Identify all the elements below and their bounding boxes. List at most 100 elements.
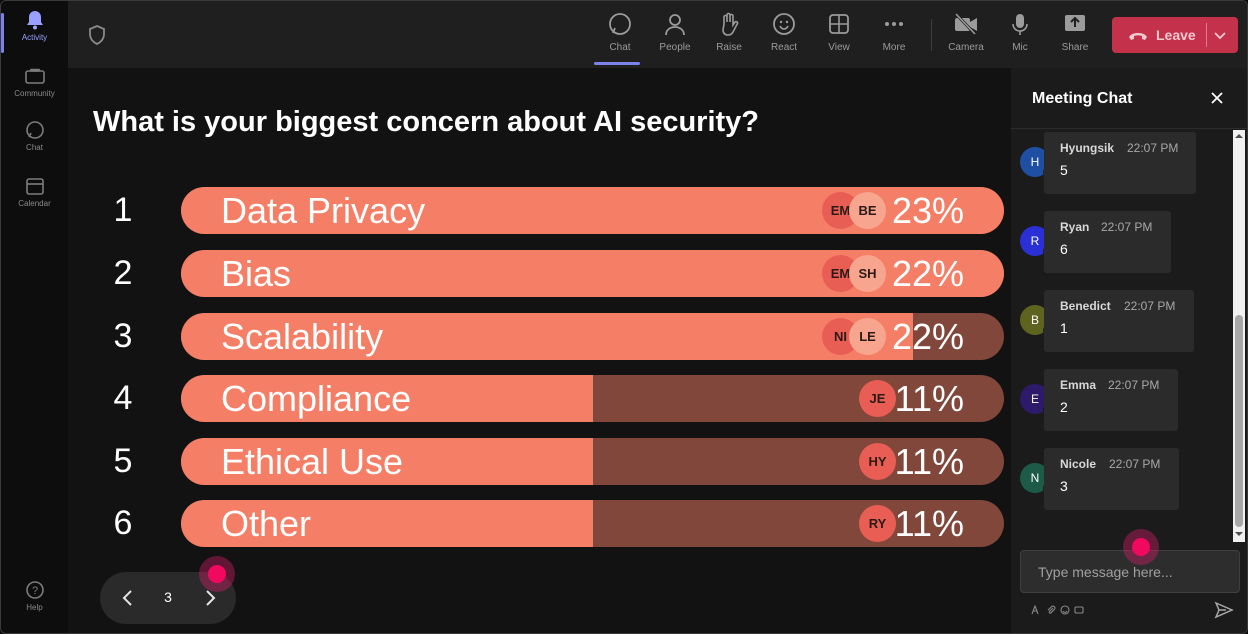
format-icon[interactable] [1031,604,1041,615]
grid-icon [826,11,852,37]
leave-button[interactable]: Leave [1112,17,1238,53]
message-author: Ryan [1060,220,1090,234]
message-author: Nicole [1060,457,1097,471]
people-icon [662,11,688,37]
toolbar-share-button[interactable]: Share [1049,11,1101,61]
poll-option-percent: 11% [894,378,964,419]
page-number: 3 [164,589,172,605]
voter-avatar: BE [849,192,886,229]
message-text: 6 [1060,241,1068,257]
poll-option-rank: 1 [113,191,133,229]
poll-option-row: 4 Compliance JE 11% [68,375,1011,423]
message-bubble[interactable]: Benedict 22:07 PM 1 [1044,290,1194,352]
poll-option-rank: 2 [113,254,133,292]
message-text: 2 [1060,399,1068,415]
chat-header: Meeting Chat [1011,68,1247,129]
message-author: Hyungsik [1060,141,1115,155]
toolbar-label: View [828,42,850,53]
attach-icon[interactable] [1046,605,1056,615]
message-timestamp: 22:07 PM [1109,457,1161,471]
toolbar-mic-button[interactable]: Mic [994,11,1046,61]
poll-option-fill [181,500,593,547]
send-icon[interactable] [1214,600,1234,620]
toolbar-label: People [659,42,691,53]
poll-option-bar[interactable]: Scalability NI LE 22% [181,313,1004,360]
chat-message: R Ryan 22:07 PM 6 [1011,211,1231,275]
rail-item-chat[interactable]: Chat [1,119,68,169]
poll-option-bar[interactable]: Ethical Use HY 11% [181,438,1004,485]
poll-option-bar[interactable]: Other RY 11% [181,500,1004,547]
emoji-icon[interactable] [1060,605,1070,615]
pointer-indicator [199,556,235,592]
svg-text:?: ? [31,585,37,597]
toolbar-camera-button[interactable]: Camera [940,11,992,61]
toolbar-label: Raise [716,42,742,53]
poll-option-percent: 22% [891,316,964,357]
toolbar-raise-button[interactable]: Raise [703,11,755,61]
poll-question: What is your biggest concern about AI se… [93,106,760,138]
pointer-indicator [1123,529,1159,565]
share-icon [1062,11,1088,37]
poll-option-row: 1 Data Privacy EM BE 23% [68,187,1011,235]
rail-item-calendar[interactable]: Calendar [1,175,68,225]
poll-option-rank: 3 [113,317,133,355]
left-rail: Activity Community Chat Calendar ? Help [1,1,68,633]
poll-option-label: Compliance [221,378,412,419]
bell-icon [24,9,46,31]
voter-avatar: JE [859,380,896,417]
poll-option-rank: 5 [113,442,133,480]
voter-avatar: HY [859,443,896,480]
smile-icon [771,11,797,37]
message-bubble[interactable]: Hyungsik 22:07 PM 5 [1044,132,1196,194]
voter-avatar: SH [849,255,886,292]
chevron-right-icon[interactable] [200,588,220,608]
close-icon[interactable] [1209,90,1225,106]
chat-icon [24,119,46,141]
scrollbar-thumb[interactable] [1235,315,1243,527]
chat-message: B Benedict 22:07 PM 1 [1011,290,1231,354]
message-input[interactable] [1021,551,1239,592]
chevron-left-icon[interactable] [118,588,138,608]
voter-avatar: RY [859,505,896,542]
message-author: Emma [1060,378,1097,392]
scroll-up-arrow-icon[interactable] [1235,132,1243,140]
meeting-toolbar: Chat People Raise React View [68,1,1247,68]
message-bubble[interactable]: Ryan 22:07 PM 6 [1044,211,1171,273]
poll-option-row: 3 Scalability NI LE 22% [68,313,1011,361]
community-icon [24,65,46,87]
poll-option-rank: 6 [113,504,133,542]
scroll-down-arrow-icon[interactable] [1235,530,1243,538]
message-bubble[interactable]: Emma 22:07 PM 2 [1044,369,1178,431]
message-text: 3 [1060,478,1068,494]
leave-divider [1206,23,1207,47]
message-timestamp: 22:07 PM [1101,220,1153,234]
toolbar-chat-button[interactable]: Chat [594,11,646,65]
toolbar-react-button[interactable]: React [758,11,810,61]
rail-item-help[interactable]: ? Help [1,579,68,629]
rail-label: Calendar [18,199,51,208]
toolbar-more-button[interactable]: More [868,11,920,61]
rail-label: Chat [26,143,43,152]
rail-item-community[interactable]: Community [1,65,68,115]
message-bubble[interactable]: Nicole 22:07 PM 3 [1044,448,1179,510]
toolbar-people-button[interactable]: People [649,11,701,61]
gif-icon[interactable] [1074,605,1084,615]
toolbar-view-button[interactable]: View [813,11,865,61]
poll-option-label: Ethical Use [221,441,404,482]
poll-option-row: 6 Other RY 11% [68,500,1011,548]
poll-option-row: 5 Ethical Use HY 11% [68,438,1011,486]
rail-label: Community [14,89,55,98]
rail-label: Help [26,603,43,612]
rail-item-activity[interactable]: Activity [1,9,68,59]
poll-stage: What is your biggest concern about AI se… [68,68,1011,633]
poll-option-bar[interactable]: Data Privacy EM BE 23% [181,187,1004,234]
chat-title: Meeting Chat [1032,90,1133,107]
shield-icon[interactable] [88,25,108,45]
poll-option-fill [181,438,593,485]
poll-option-bar[interactable]: Bias EM SH 22% [181,250,1004,297]
message-text: 1 [1060,320,1068,336]
chevron-down-icon[interactable] [1212,27,1228,43]
chat-message: H Hyungsik 22:07 PM 5 [1011,132,1231,196]
poll-option-bar[interactable]: Compliance JE 11% [181,375,1004,422]
